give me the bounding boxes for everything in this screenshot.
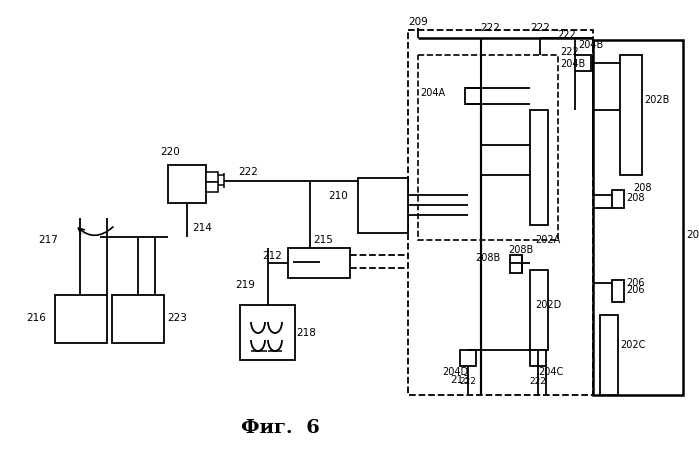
Bar: [620, 55, 642, 175]
Text: 210: 210: [329, 191, 348, 201]
Text: 204A: 204A: [420, 88, 445, 98]
Bar: [206, 182, 218, 192]
Text: 204B: 204B: [578, 40, 603, 50]
Text: 209: 209: [408, 17, 428, 27]
Text: 212: 212: [262, 251, 282, 261]
Bar: [418, 55, 558, 240]
Bar: [530, 110, 548, 225]
Bar: [408, 30, 593, 395]
Text: 222: 222: [459, 378, 477, 387]
Bar: [530, 350, 546, 366]
Bar: [465, 88, 481, 104]
Text: 223: 223: [167, 313, 187, 323]
Text: 214: 214: [192, 223, 212, 233]
Text: 202C: 202C: [620, 340, 645, 350]
Text: 206: 206: [626, 285, 644, 295]
Text: 200: 200: [686, 230, 699, 240]
Bar: [612, 280, 624, 302]
Bar: [288, 248, 350, 278]
Text: 213: 213: [450, 375, 470, 385]
Text: 216: 216: [26, 313, 46, 323]
Bar: [460, 350, 476, 366]
Text: 222: 222: [530, 23, 550, 33]
Bar: [600, 315, 618, 395]
Bar: [240, 305, 295, 360]
Bar: [612, 190, 624, 208]
Text: 219: 219: [235, 280, 255, 290]
Bar: [112, 295, 164, 343]
Text: 222: 222: [558, 30, 577, 40]
Text: 208: 208: [626, 193, 644, 203]
Text: 202A: 202A: [535, 235, 561, 245]
Text: 217: 217: [38, 235, 58, 245]
Text: 215: 215: [313, 235, 333, 245]
Text: Фиг.  6: Фиг. 6: [240, 419, 319, 437]
Bar: [575, 55, 591, 71]
Bar: [168, 165, 206, 203]
Bar: [510, 255, 522, 273]
Text: 202B: 202B: [644, 95, 670, 105]
Text: 204D: 204D: [442, 367, 468, 377]
Bar: [530, 270, 548, 350]
Text: 208B: 208B: [475, 253, 500, 263]
Text: 222: 222: [530, 378, 547, 387]
Text: 208: 208: [633, 183, 651, 193]
Text: 204C: 204C: [538, 367, 563, 377]
Bar: [206, 172, 218, 182]
Text: 222
204B: 222 204B: [560, 47, 585, 69]
Bar: [55, 295, 107, 343]
Text: 206: 206: [626, 278, 644, 288]
Text: 222: 222: [238, 167, 258, 177]
Text: 202D: 202D: [535, 300, 561, 310]
Text: 218: 218: [296, 328, 316, 338]
Bar: [593, 40, 683, 395]
Text: 208B: 208B: [508, 245, 533, 255]
Text: 220: 220: [160, 147, 180, 157]
Bar: [358, 178, 408, 233]
Text: 222: 222: [480, 23, 500, 33]
